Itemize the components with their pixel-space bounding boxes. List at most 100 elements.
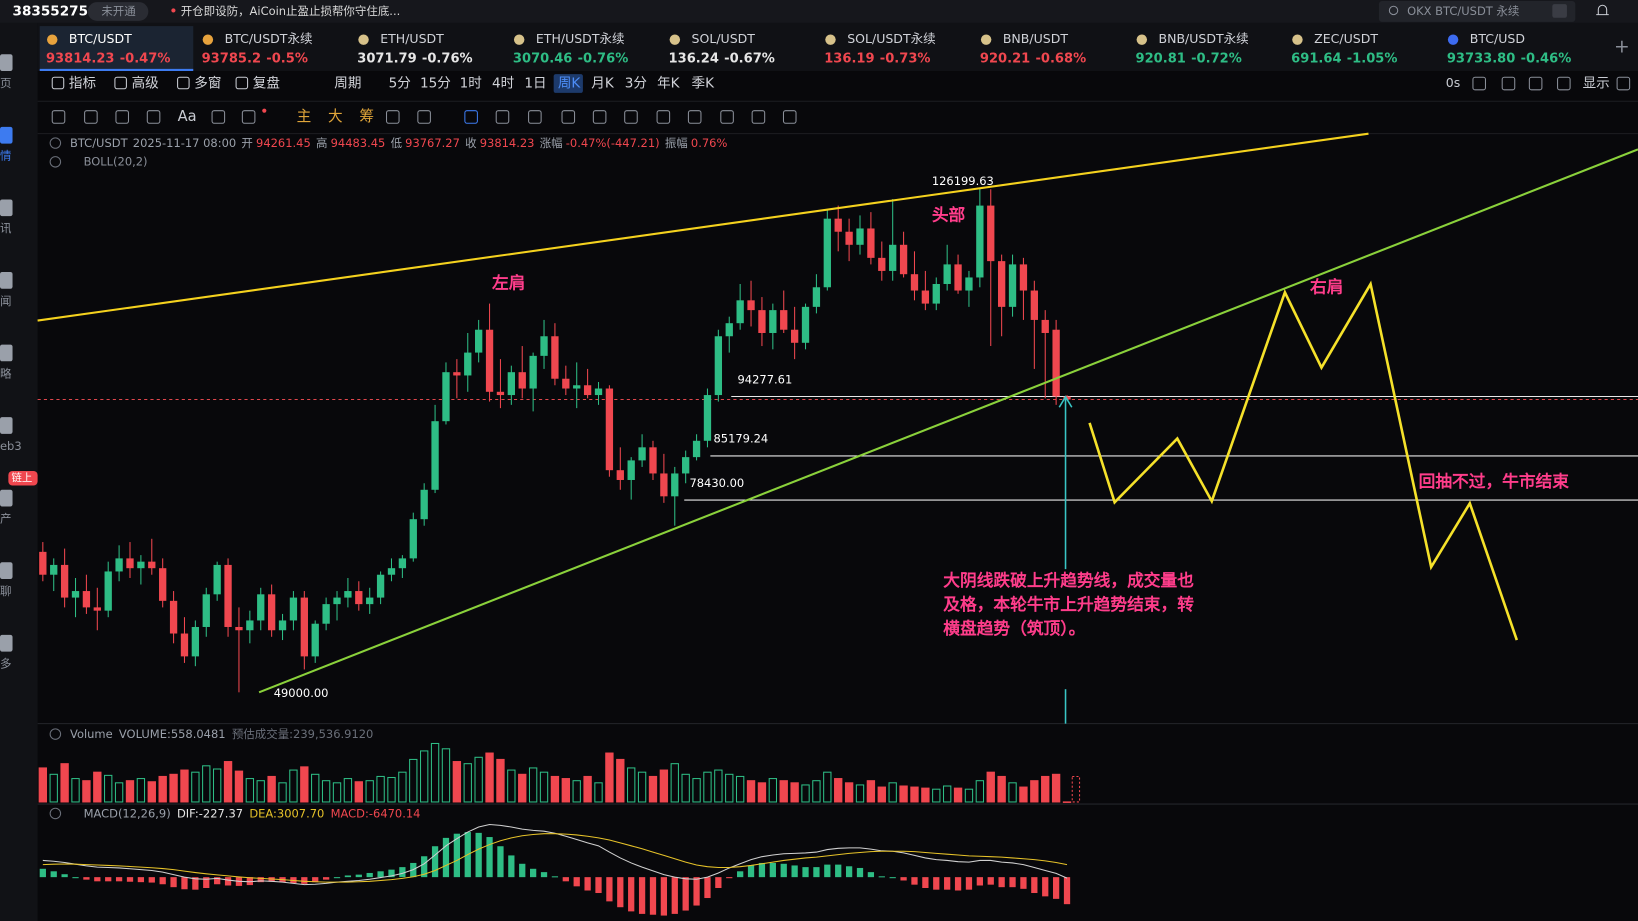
draw-tool[interactable]: 筹 [359, 108, 374, 125]
draw-icon[interactable] [385, 110, 400, 124]
toolbar-item[interactable]: 月K [591, 76, 615, 92]
candle-body [921, 290, 930, 304]
toolbar-item[interactable]: 多窗 [194, 75, 221, 92]
volume-bar [670, 763, 679, 803]
draw-icon[interactable] [146, 110, 161, 124]
draw-icon[interactable] [115, 110, 130, 124]
add-tab[interactable]: + [1614, 36, 1630, 57]
toolbar-icon[interactable] [1616, 76, 1631, 91]
right-shoulder: 右肩 [1310, 277, 1343, 297]
toolbar-item[interactable]: 4时 [492, 76, 515, 92]
projection-path [1088, 280, 1519, 641]
toolbar-item[interactable]: 周期 [334, 76, 361, 92]
sidebar-icon[interactable] [0, 54, 13, 72]
volume-toggle[interactable] [49, 728, 62, 740]
macd-bar [780, 863, 787, 878]
draw-icon[interactable] [656, 110, 671, 124]
sidebar-icon[interactable] [0, 126, 13, 144]
macd-bar [529, 868, 537, 878]
macd-bar [791, 865, 798, 878]
macd-bar [399, 867, 406, 878]
draw-icon[interactable] [464, 110, 478, 124]
toolbar-icon[interactable] [1557, 76, 1571, 91]
coin-icon [513, 34, 525, 45]
notice[interactable]: 开仓即设防，AiCoin止盈止损帮你守住底... [181, 4, 401, 18]
draw-icon[interactable] [687, 110, 702, 124]
toolbar-item[interactable]: 3分 [625, 76, 648, 92]
tool-icon [51, 76, 65, 90]
toolbar-item[interactable]: 15分 [420, 76, 451, 92]
candle-body [910, 274, 919, 291]
macd-bar [944, 877, 951, 890]
toolbar-icon[interactable] [1501, 76, 1516, 91]
draw-tool[interactable]: Aa [178, 108, 197, 125]
toolbar-icon[interactable] [1528, 76, 1543, 91]
draw-icon[interactable] [528, 110, 542, 124]
volume-bar [790, 782, 799, 803]
sidebar-icon[interactable] [0, 562, 13, 580]
volume-bar [746, 780, 756, 803]
volume-bar [191, 771, 200, 803]
volume-bar [899, 785, 908, 803]
search-box[interactable] [1378, 1, 1576, 22]
draw-icon[interactable] [417, 110, 431, 124]
toolbar-item[interactable]: 5分 [389, 76, 412, 92]
legend-item: -0.47%(-447.21) [566, 136, 660, 150]
sidebar-icon[interactable] [0, 489, 13, 507]
candle-body [1019, 264, 1028, 291]
volume-value: 558.0481 [171, 727, 226, 741]
candle-body [213, 564, 221, 595]
draw-icon[interactable] [720, 110, 734, 124]
draw-icon[interactable] [592, 110, 607, 124]
toolbar-item[interactable]: 高级 [132, 75, 160, 92]
legend-toggle[interactable] [49, 156, 62, 168]
macd-bar [551, 876, 559, 878]
sidebar-icon[interactable] [0, 344, 13, 362]
sidebar-icon[interactable] [0, 272, 13, 289]
toolbar-item[interactable]: 季K [692, 76, 716, 92]
toolbar-item[interactable]: 复盘 [253, 75, 280, 92]
sidebar-icon[interactable] [0, 199, 13, 217]
toolbar-right[interactable]: 显示 [1583, 76, 1610, 92]
volume-bar [942, 785, 952, 803]
draw-icon[interactable] [211, 110, 226, 124]
macd-bar [1052, 877, 1060, 899]
macd-bar [1020, 877, 1027, 889]
toolbar-right[interactable]: 0s [1446, 75, 1460, 90]
toolbar-item[interactable]: 指标 [69, 76, 96, 92]
draw-icon[interactable] [51, 110, 66, 124]
macd-toggle[interactable] [49, 807, 62, 820]
candle-body [616, 470, 624, 480]
draw-icon[interactable] [624, 110, 638, 124]
sidebar-icon[interactable] [0, 634, 13, 652]
draw-icon[interactable] [241, 110, 256, 124]
volume-bar [550, 775, 560, 803]
draw-icon[interactable] [751, 110, 766, 124]
bell-icon[interactable] [1596, 4, 1609, 16]
candle-body [834, 218, 842, 232]
draw-icon[interactable] [561, 110, 576, 124]
volume-bar [71, 778, 80, 803]
draw-tool[interactable]: 主 [297, 108, 312, 125]
legend-toggle[interactable] [49, 137, 62, 149]
volume-bar [953, 787, 963, 803]
macd-bar [333, 877, 341, 879]
draw-icon[interactable] [495, 110, 510, 124]
toolbar-item[interactable]: 1日 [524, 76, 546, 92]
draw-icon[interactable] [84, 110, 98, 124]
draw-tool[interactable]: 大 [328, 108, 343, 125]
toolbar-item[interactable]: 年K [657, 76, 681, 92]
volume-bar [932, 788, 941, 803]
dea-line [42, 833, 1068, 883]
toolbar-item[interactable]: 1时 [460, 76, 483, 92]
volume-bar [430, 742, 440, 803]
volume-bar [834, 778, 843, 803]
macd-bar [704, 877, 711, 899]
candle-body [376, 574, 385, 598]
badge-pill[interactable] [87, 2, 149, 21]
ticker-change: -0.46% [1521, 51, 1572, 66]
toolbar-icon[interactable] [1472, 76, 1487, 91]
sidebar-icon[interactable] [0, 417, 13, 434]
draw-icon[interactable] [782, 110, 797, 124]
toolbar-item[interactable]: 周K [558, 76, 582, 92]
